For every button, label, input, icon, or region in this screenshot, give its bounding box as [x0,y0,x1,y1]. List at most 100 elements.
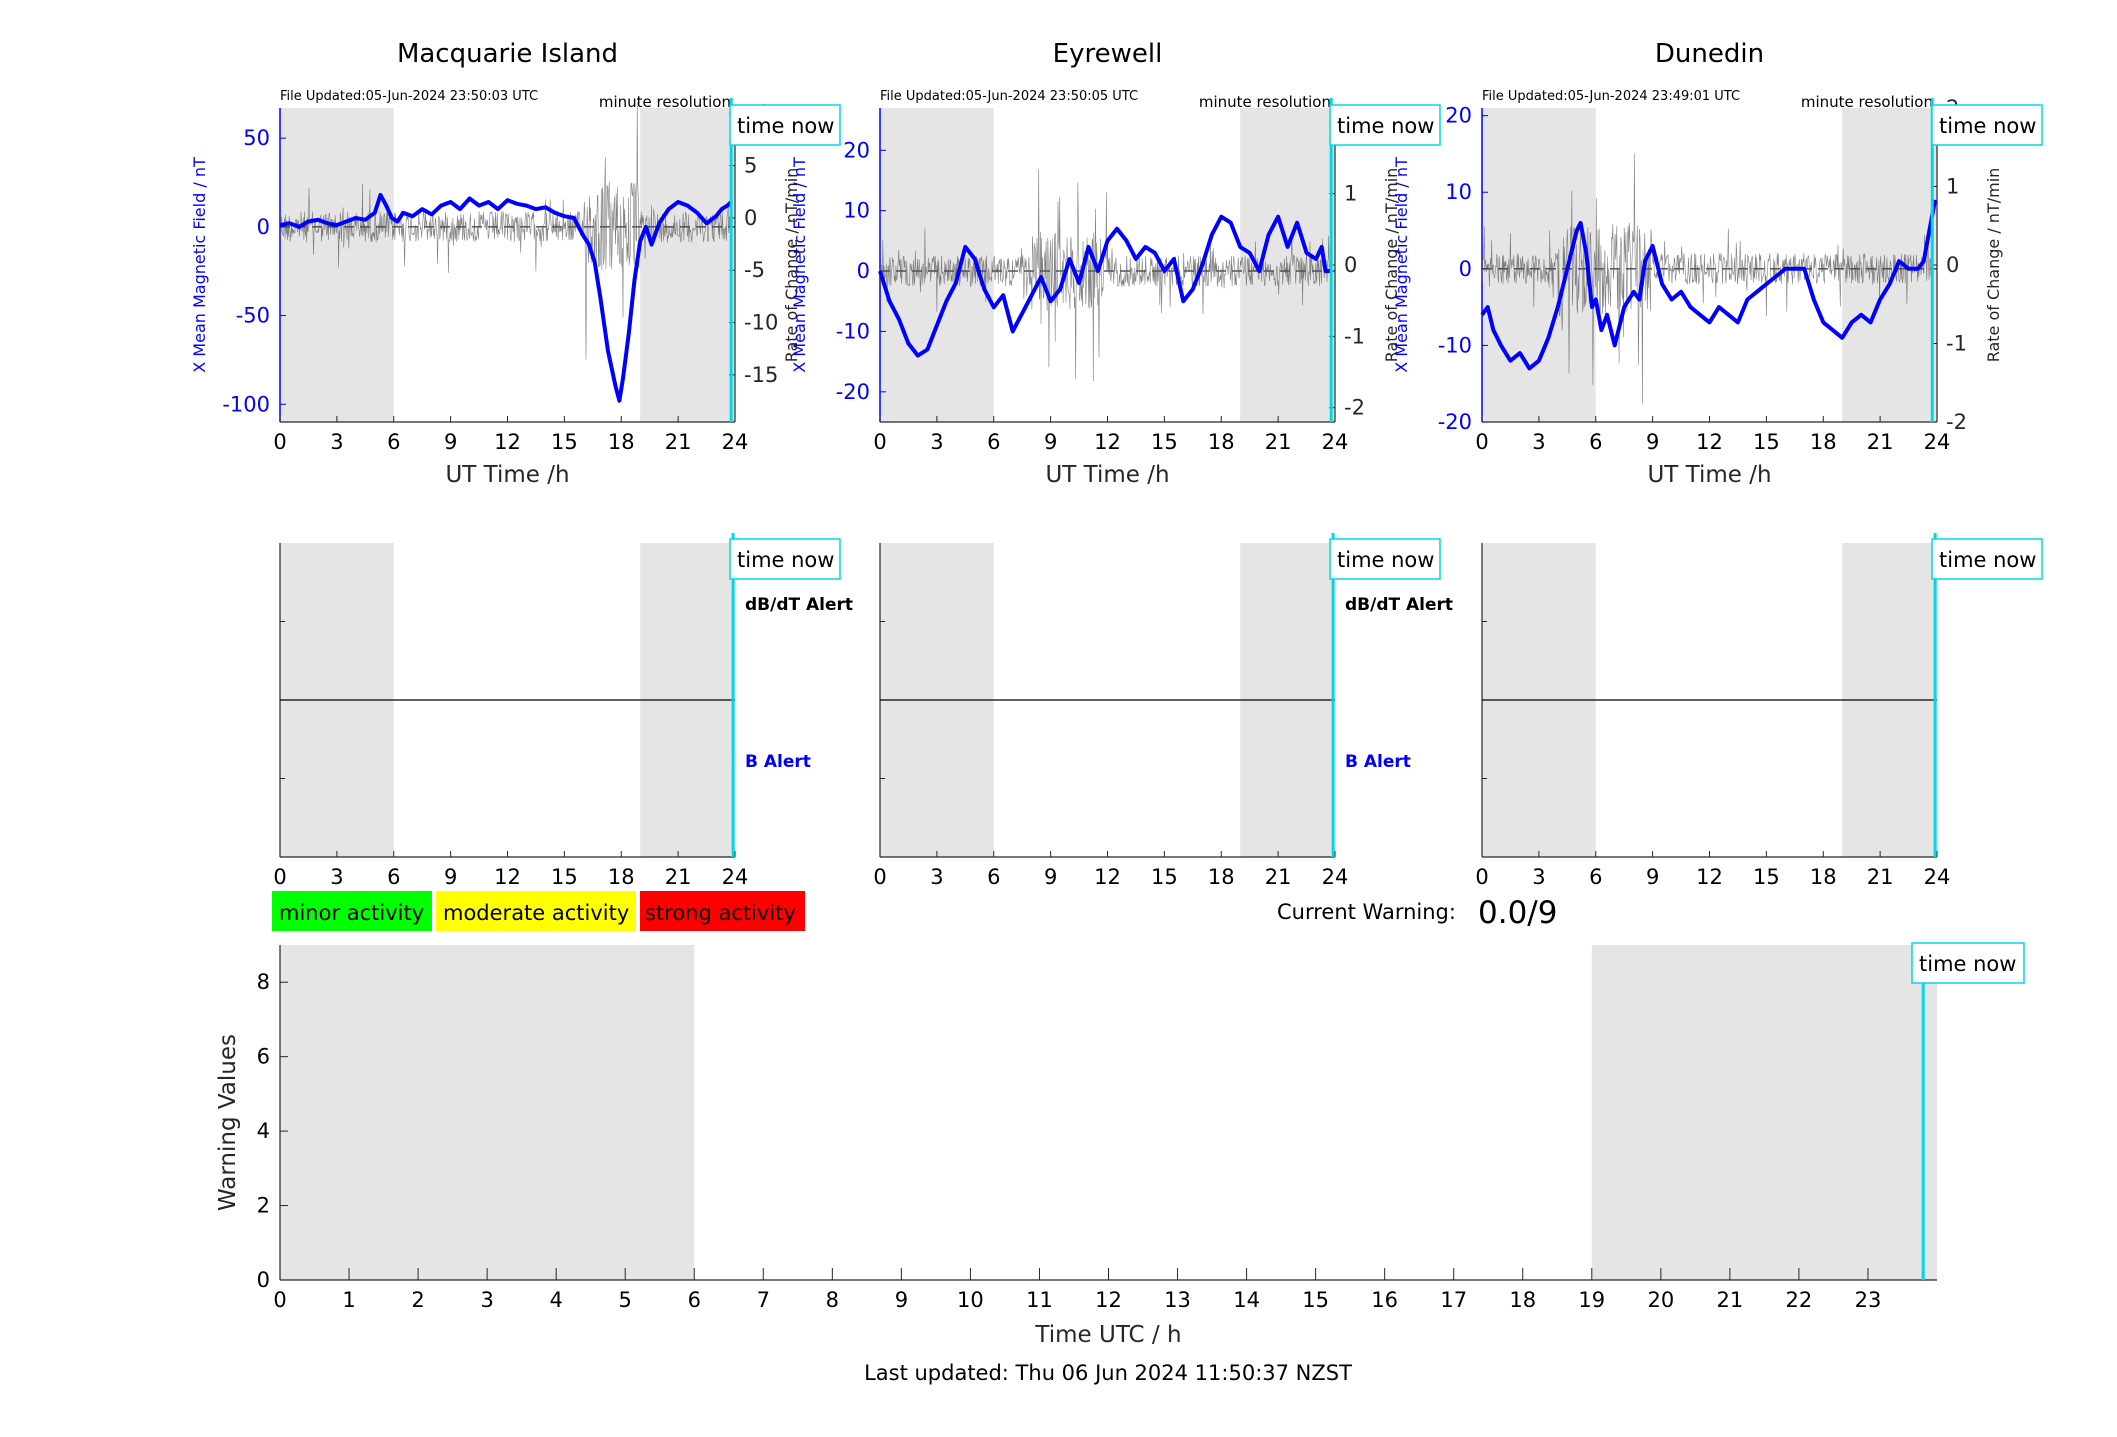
x-tick-label: 18 [1208,865,1235,889]
x-tick-label: 6 [987,865,1000,889]
x-tick-label: 6 [387,430,400,454]
minute-resolution-label: minute resolution [599,93,731,111]
x-tick-label: 19 [1578,1288,1605,1312]
x-tick-label: 21 [1265,865,1292,889]
x-tick-label: 4 [549,1288,562,1312]
time-now-label: time now [1337,548,1434,572]
x-tick-label: 24 [1322,430,1349,454]
x-tick-label: 14 [1233,1288,1260,1312]
y2-tick-label: 0 [1344,253,1357,277]
y2-tick-label: 0 [744,206,757,230]
x-tick-label: 16 [1371,1288,1398,1312]
current-warning-value: 0.0/9 [1478,895,1557,931]
y2-tick-label: -1 [1344,324,1365,348]
x-tick-label: 6 [387,865,400,889]
x-tick-label: 15 [551,430,578,454]
y-tick-label: 20 [843,138,870,162]
x-tick-label: 12 [1696,430,1723,454]
legend-minor-swatch [272,891,432,931]
minute-resolution-label: minute resolution [1199,93,1331,111]
x-tick-label: 3 [930,430,943,454]
legend-minor-label: minor activity [279,901,424,925]
x-tick-label: 0 [273,865,286,889]
y-tick-label: 50 [243,126,270,150]
x-tick-label: 12 [1696,865,1723,889]
x-tick-label: 15 [551,865,578,889]
y-tick-label: 10 [843,199,870,223]
y2-tick-label: -10 [744,311,778,335]
x-tick-label: 3 [480,1288,493,1312]
x-tick-label: 22 [1786,1288,1813,1312]
x-tick-label: 13 [1164,1288,1191,1312]
x-tick-label: 7 [757,1288,770,1312]
x-tick-label: 24 [1322,865,1349,889]
field-line [878,214,1332,358]
night-shade [280,945,695,1280]
x-tick-label: 0 [873,865,886,889]
x-tick-label: 24 [722,865,749,889]
x-tick-label: 21 [1717,1288,1744,1312]
x-tick-label: 0 [1475,865,1488,889]
station-panel-1: Eyrewell File Updated:05-Jun-2024 23:50:0… [790,39,1441,488]
x-tick-label: 11 [1026,1288,1053,1312]
x-tick-label: 3 [1532,430,1545,454]
current-warning-label: Current Warning: [1277,900,1456,924]
time-now-box [1329,104,1441,146]
x-tick-label: 21 [665,865,692,889]
x-tick-label: 20 [1647,1288,1674,1312]
x-tick-label: 0 [273,1288,286,1312]
y-tick-label: -50 [236,304,270,328]
last-updated-text: Last updated: Thu 06 Jun 2024 11:50:37 N… [864,1361,1352,1385]
y-tick-label: 2 [257,1194,270,1218]
station-panel-0: Macquarie Island File Updated:05-Jun-2024… [190,39,841,488]
x-tick-label: 17 [1440,1288,1467,1312]
y-axis-label: X Mean Magnetic Field / nT [1392,157,1411,373]
night-shade [1591,945,1937,1280]
y2-axis-label: Rate of Change / nT/min [1382,168,1401,363]
y-tick-label: 20 [1445,104,1472,128]
y2-axis-label: Rate of Change / nT/min [782,168,801,363]
dbdt-alert-label: dB/dT Alert [745,595,853,615]
time-now-box [1911,942,2025,984]
panel-title: Eyrewell [1053,39,1163,69]
y-tick-label: 0 [1459,257,1472,281]
x-tick-label: 12 [1094,430,1121,454]
y-tick-label: -20 [836,380,870,404]
x-tick-label: 1 [342,1288,355,1312]
x-tick-label: 10 [957,1288,984,1312]
y-tick-label: 0 [257,215,270,239]
field-line [279,192,733,403]
y-tick-label: -100 [222,392,270,416]
x-tick-label: 9 [444,430,457,454]
y2-tick-label: -5 [744,258,765,282]
x-tick-label: 9 [1646,865,1659,889]
x-tick-label: 9 [895,1288,908,1312]
plot-area: Macquarie Island File Updated:05-Jun-2024… [190,39,2043,1348]
x-tick-label: 9 [1044,865,1057,889]
x-tick-label: 6 [987,430,1000,454]
panel-title: Dunedin [1655,39,1764,69]
x-axis-label: UT Time /h [445,462,569,488]
y-axis-label: Warning Values [215,1034,241,1211]
x-tick-label: 18 [1810,430,1837,454]
x-tick-label: 0 [273,430,286,454]
y-tick-label: 8 [257,970,270,994]
x-tick-label: 24 [722,430,749,454]
x-tick-label: 15 [1302,1288,1329,1312]
b-alert-label: B Alert [745,752,811,772]
y2-axis-label: Rate of Change / nT/min [1984,168,2003,363]
x-axis-label: UT Time /h [1647,462,1771,488]
field-line [1480,199,1938,371]
x-tick-label: 18 [1509,1288,1536,1312]
x-tick-label: 2 [411,1288,424,1312]
y2-tick-label: -2 [1344,396,1365,420]
x-tick-label: 6 [1589,865,1602,889]
x-tick-label: 18 [1208,430,1235,454]
y-tick-label: 0 [257,1268,270,1292]
x-axis-label: UT Time /h [1045,462,1169,488]
time-now-box [1329,538,1441,580]
y-tick-label: -20 [1438,410,1472,434]
x-tick-label: 8 [826,1288,839,1312]
y-tick-label: 4 [257,1119,270,1143]
